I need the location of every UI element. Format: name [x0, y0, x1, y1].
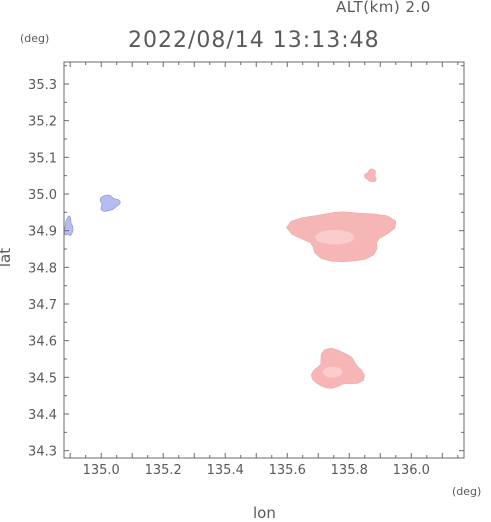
x-tick-label: 135.8 — [331, 463, 368, 478]
x-tick-label: 136.0 — [393, 463, 430, 478]
y-tick-label: 34.7 — [28, 298, 57, 313]
y-tick-label: 34.6 — [28, 335, 57, 350]
x-tick-label: 135.0 — [83, 463, 120, 478]
x-tick-label: 135.6 — [269, 463, 306, 478]
y-unit-label: (deg) — [20, 32, 50, 45]
x-tick-label: 135.4 — [207, 463, 244, 478]
y-tick-label: 35.1 — [28, 151, 57, 166]
y-tick-label: 35.3 — [28, 78, 57, 93]
x-unit-label: (deg) — [452, 485, 482, 498]
y-tick-label: 34.4 — [28, 408, 57, 423]
datetime-title: 2022/08/14 13:13:48 — [128, 28, 380, 53]
x-axis-label: lon — [253, 504, 276, 522]
y-tick-label: 35.0 — [28, 188, 57, 203]
tick-layer: 135.0 135.2 135.4 135.6 135.8 136.0 34.3 34.4 34… — [28, 62, 464, 478]
echo-region — [364, 168, 377, 183]
echo-core — [315, 229, 355, 245]
echo-region — [99, 194, 121, 212]
y-tick-label: 35.2 — [28, 115, 57, 130]
y-tick-label: 34.5 — [28, 371, 57, 386]
echo-region — [64, 215, 74, 236]
y-tick-label: 34.3 — [28, 445, 57, 460]
y-tick-label: 34.9 — [28, 225, 57, 240]
x-tick-label: 135.2 — [145, 463, 182, 478]
echo-core — [322, 366, 343, 378]
echo-layer — [64, 168, 397, 389]
plot-frame — [63, 61, 465, 459]
altitude-label: ALT(km) 2.0 — [336, 0, 431, 16]
y-tick-label: 34.8 — [28, 261, 57, 276]
